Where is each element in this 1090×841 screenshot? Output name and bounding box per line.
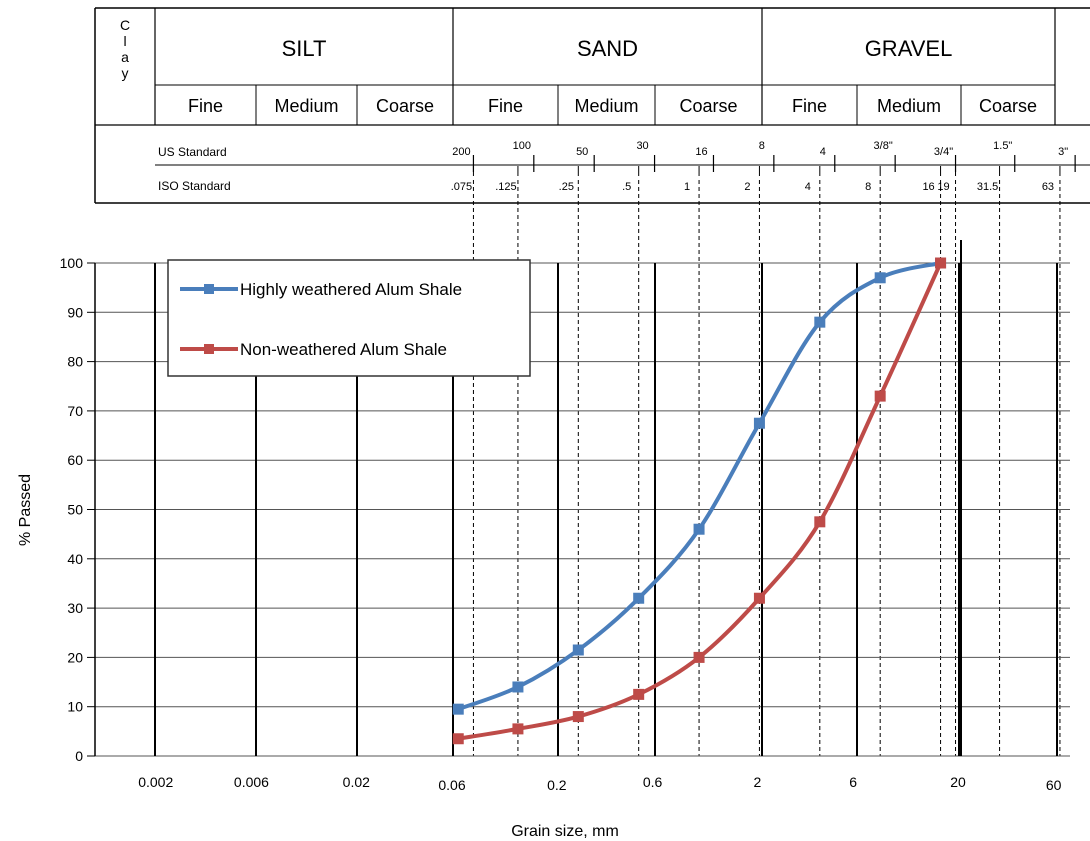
y-tick-label: 30	[67, 600, 83, 616]
legend-marker-1	[204, 284, 214, 294]
us-standard-label: US Standard	[158, 145, 227, 159]
legend-label-1: Highly weathered Alum Shale	[240, 280, 462, 299]
iso-sieve-label: 63	[1042, 181, 1054, 193]
subclass-medium: Medium	[877, 96, 941, 116]
us-sieve-label: 3/4"	[934, 146, 953, 158]
clay-letter: a	[121, 49, 129, 65]
x-axis-title: Grain size, mm	[511, 823, 619, 840]
series-1-point	[753, 417, 765, 429]
x-tick-label: 60	[1046, 777, 1062, 793]
iso-sieve-label: 19	[937, 181, 949, 193]
subclass-coarse: Coarse	[679, 96, 737, 116]
series-2-point	[693, 651, 705, 663]
legend-box	[167, 259, 531, 377]
subclass-medium: Medium	[574, 96, 638, 116]
x-tick-label: 0.002	[138, 774, 173, 790]
y-tick-label: 0	[75, 748, 83, 764]
x-tick-label: 0.2	[547, 777, 567, 793]
clay-letter: C	[120, 17, 130, 33]
soil-group-sand: SAND	[577, 36, 638, 61]
us-sieve-label: 3/8"	[874, 140, 893, 152]
series-2-point	[814, 516, 826, 528]
series-2-point	[572, 711, 584, 723]
iso-sieve-label: .5	[622, 181, 631, 193]
us-sieve-label: 30	[636, 140, 648, 152]
iso-sieve-label: 2	[744, 181, 750, 193]
series-2-point	[753, 592, 765, 604]
iso-sieve-label: 31.5	[977, 181, 998, 193]
y-tick-label: 40	[67, 551, 83, 567]
us-sieve-label: 200	[452, 146, 470, 158]
x-tick-label: 0.006	[234, 774, 269, 790]
us-sieve-label: 8	[759, 140, 765, 152]
series-1-point	[693, 523, 705, 535]
subclass-coarse: Coarse	[376, 96, 434, 116]
iso-sieve-label: 16	[922, 181, 934, 193]
iso-sieve-label: 8	[865, 181, 871, 193]
series-2-point	[512, 723, 524, 735]
y-axis-title: % Passed	[17, 474, 34, 546]
series-1-point	[633, 592, 645, 604]
subclass-fine: Fine	[792, 96, 827, 116]
subclass-fine: Fine	[488, 96, 523, 116]
series-1-point	[452, 703, 464, 715]
us-sieve-label: 16	[695, 146, 707, 158]
series-1-point	[814, 316, 826, 328]
x-tick-label: 6	[849, 774, 857, 790]
series-2-point	[874, 390, 886, 402]
x-tick-label: 0.6	[643, 774, 663, 790]
clay-letter: l	[123, 33, 126, 49]
iso-sieve-label: .075	[451, 181, 472, 193]
us-sieve-label: 1.5"	[993, 140, 1012, 152]
series-2-point	[633, 688, 645, 700]
y-tick-label: 10	[67, 699, 83, 715]
x-tick-label: 0.02	[343, 774, 370, 790]
y-tick-label: 60	[67, 452, 83, 468]
iso-sieve-label: .125	[495, 181, 516, 193]
series-2-point	[935, 257, 947, 269]
iso-sieve-label: 4	[805, 181, 811, 193]
soil-group-silt: SILT	[282, 36, 327, 61]
us-sieve-label: 3"	[1058, 146, 1068, 158]
subclass-coarse: Coarse	[979, 96, 1037, 116]
x-tick-label: 20	[950, 774, 966, 790]
series-line-1	[457, 261, 942, 712]
us-sieve-label: 4	[820, 146, 826, 158]
series-1-point	[512, 681, 524, 693]
series-2-point	[452, 733, 464, 745]
subclass-medium: Medium	[274, 96, 338, 116]
legend-marker-2	[204, 344, 214, 354]
y-tick-label: 90	[67, 304, 83, 320]
subclass-fine: Fine	[188, 96, 223, 116]
y-tick-label: 50	[67, 502, 83, 518]
x-tick-label: 0.06	[438, 777, 465, 793]
iso-sieve-label: 1	[684, 181, 690, 193]
iso-standard-label: ISO Standard	[158, 179, 231, 193]
us-sieve-label: 50	[576, 146, 588, 158]
series-1-point	[874, 272, 886, 284]
iso-sieve-label: .25	[559, 181, 574, 193]
legend-label-2: Non-weathered Alum Shale	[240, 340, 447, 359]
series-1-point	[572, 644, 584, 656]
clay-letter: y	[122, 65, 129, 81]
y-tick-label: 100	[60, 255, 84, 271]
y-tick-label: 70	[67, 403, 83, 419]
us-sieve-label: 100	[513, 140, 531, 152]
soil-group-gravel: GRAVEL	[865, 36, 953, 61]
y-tick-label: 20	[67, 649, 83, 665]
y-tick-label: 80	[67, 354, 83, 370]
x-tick-label: 2	[754, 774, 762, 790]
